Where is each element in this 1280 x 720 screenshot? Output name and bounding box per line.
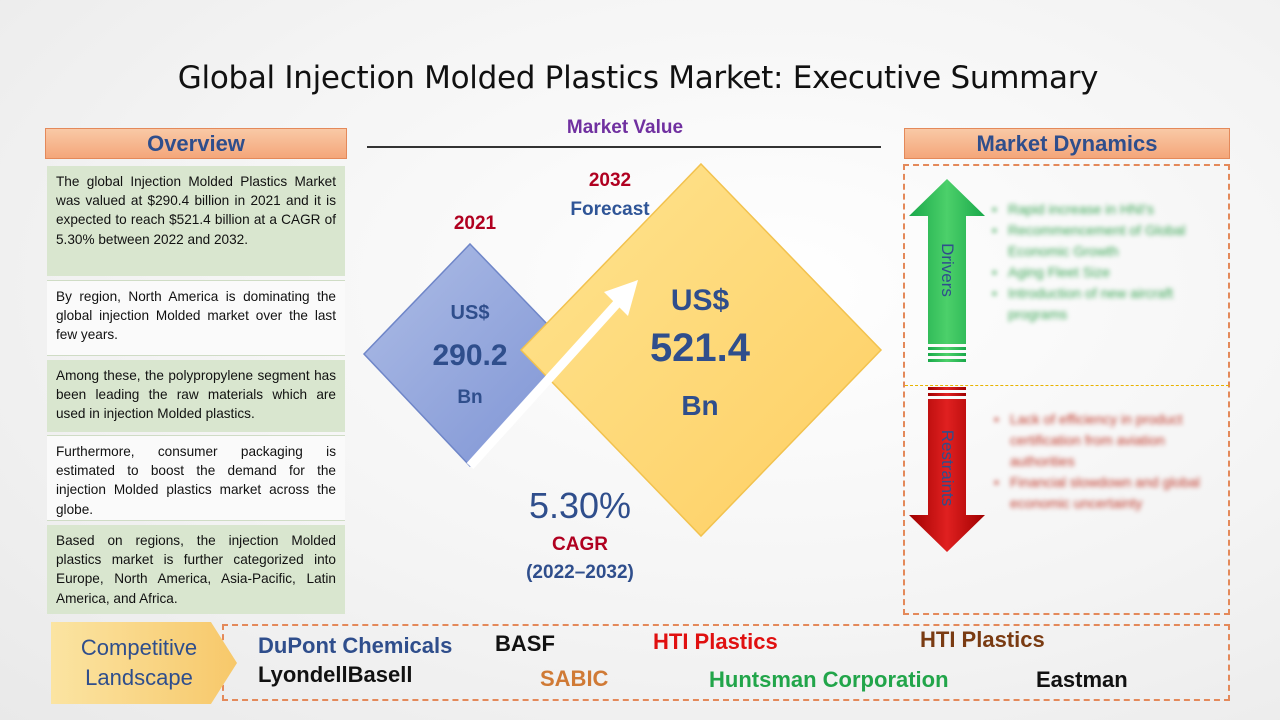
cagr-value: 5.30% bbox=[528, 485, 632, 526]
diamond-2032 bbox=[519, 162, 883, 538]
company-name: BASF bbox=[495, 631, 555, 656]
company-name: Eastman bbox=[1036, 667, 1128, 692]
drivers-arrow bbox=[909, 179, 985, 362]
company-name: DuPont Chemicals bbox=[258, 633, 453, 658]
value-2021: 290.2 bbox=[432, 339, 508, 372]
drivers-list: Rapid increase in HNI's Recommencement o… bbox=[992, 199, 1217, 325]
restraints-label: Restraints bbox=[938, 429, 957, 507]
market-value-label: Market Value bbox=[566, 117, 684, 138]
market-value-divider bbox=[367, 146, 881, 148]
list-item: Introduction of new aircraft programs bbox=[992, 283, 1217, 325]
year-2021: 2021 bbox=[453, 213, 497, 234]
unit-2032: Bn bbox=[681, 390, 719, 421]
cagr-label: CAGR bbox=[552, 534, 608, 555]
list-item: Lack of efficiency in product certificat… bbox=[994, 409, 1216, 472]
forecast-label: Forecast bbox=[570, 199, 650, 220]
market-dynamics-box bbox=[903, 164, 1230, 615]
growth-arrow-head bbox=[604, 280, 638, 316]
drivers-label: Drivers bbox=[938, 243, 957, 297]
restraints-arrow bbox=[909, 387, 985, 552]
company-name: Huntsman Corporation bbox=[709, 667, 949, 692]
unit-2021: Bn bbox=[457, 387, 483, 408]
overview-item: By region, North America is dominating t… bbox=[47, 280, 345, 356]
competitive-label: Competitive Landscape bbox=[80, 635, 198, 690]
dynamics-divider bbox=[905, 385, 1229, 386]
restraints-list: Lack of efficiency in product certificat… bbox=[994, 409, 1216, 514]
growth-arrow bbox=[466, 294, 626, 470]
competitive-tag bbox=[51, 622, 237, 704]
list-item: Aging Fleet Size bbox=[992, 262, 1217, 283]
company-name: HTI Plastics bbox=[653, 629, 778, 654]
year-2032: 2032 bbox=[588, 170, 632, 191]
company-name: LyondellBasell bbox=[258, 662, 413, 687]
company-name: HTI Plastics bbox=[920, 627, 1045, 652]
company-name: SABIC bbox=[540, 666, 609, 691]
market-dynamics-header: Market Dynamics bbox=[904, 128, 1230, 159]
currency-2021: US$ bbox=[450, 302, 490, 324]
list-item: Recommencement of Global Economic Growth bbox=[992, 220, 1217, 262]
overview-item: The global Injection Molded Plastics Mar… bbox=[47, 166, 345, 276]
list-item: Rapid increase in HNI's bbox=[992, 199, 1217, 220]
overview-item: Among these, the polypropylene segment h… bbox=[47, 360, 345, 432]
list-item: Financial slowdown and global economic u… bbox=[994, 472, 1216, 514]
overview-item: Based on regions, the injection Molded p… bbox=[47, 525, 345, 614]
cagr-range: (2022–2032) bbox=[526, 562, 634, 583]
value-2032: 521.4 bbox=[649, 326, 751, 370]
overview-header: Overview bbox=[45, 128, 347, 159]
currency-2032: US$ bbox=[670, 284, 730, 317]
page-title: Global Injection Molded Plastics Market:… bbox=[177, 60, 1099, 96]
overview-item: Furthermore, consumer packaging is estim… bbox=[47, 435, 345, 521]
